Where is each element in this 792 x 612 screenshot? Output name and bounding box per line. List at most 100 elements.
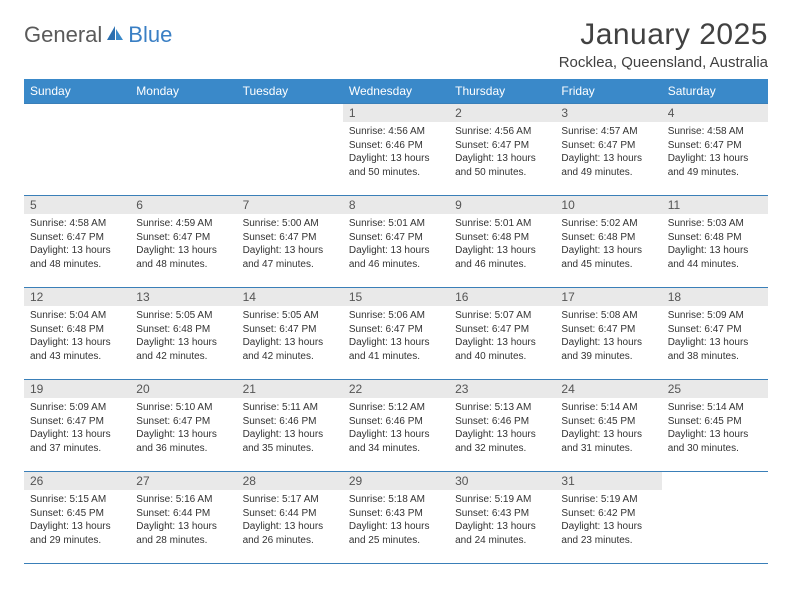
sunrise-line: Sunrise: 5:00 AM (243, 217, 337, 231)
sunset-line: Sunset: 6:45 PM (668, 415, 762, 429)
calendar-day-cell: 11Sunrise: 5:03 AMSunset: 6:48 PMDayligh… (662, 196, 768, 288)
sunrise-line: Sunrise: 5:04 AM (30, 309, 124, 323)
day-content: Sunrise: 5:11 AMSunset: 6:46 PMDaylight:… (237, 398, 343, 459)
daylight-line: Daylight: 13 hours and 43 minutes. (30, 336, 124, 363)
day-number: 27 (130, 472, 236, 490)
sunset-line: Sunset: 6:48 PM (561, 231, 655, 245)
daylight-line: Daylight: 13 hours and 26 minutes. (243, 520, 337, 547)
day-number: 10 (555, 196, 661, 214)
sunset-line: Sunset: 6:43 PM (455, 507, 549, 521)
sunrise-line: Sunrise: 5:07 AM (455, 309, 549, 323)
sunset-line: Sunset: 6:48 PM (668, 231, 762, 245)
calendar-day-cell: 27Sunrise: 5:16 AMSunset: 6:44 PMDayligh… (130, 472, 236, 564)
daylight-line: Daylight: 13 hours and 25 minutes. (349, 520, 443, 547)
weekday-header: Saturday (662, 79, 768, 104)
day-content: Sunrise: 5:02 AMSunset: 6:48 PMDaylight:… (555, 214, 661, 275)
sunrise-line: Sunrise: 5:01 AM (455, 217, 549, 231)
calendar-day-cell: 19Sunrise: 5:09 AMSunset: 6:47 PMDayligh… (24, 380, 130, 472)
calendar-day-cell: 5Sunrise: 4:58 AMSunset: 6:47 PMDaylight… (24, 196, 130, 288)
sunset-line: Sunset: 6:42 PM (561, 507, 655, 521)
day-content: Sunrise: 5:09 AMSunset: 6:47 PMDaylight:… (662, 306, 768, 367)
daylight-line: Daylight: 13 hours and 30 minutes. (668, 428, 762, 455)
weekday-header: Tuesday (237, 79, 343, 104)
daylight-line: Daylight: 13 hours and 37 minutes. (30, 428, 124, 455)
day-content: Sunrise: 5:14 AMSunset: 6:45 PMDaylight:… (662, 398, 768, 459)
daylight-line: Daylight: 13 hours and 46 minutes. (455, 244, 549, 271)
day-content: Sunrise: 5:01 AMSunset: 6:48 PMDaylight:… (449, 214, 555, 275)
sunrise-line: Sunrise: 5:14 AM (668, 401, 762, 415)
day-number: 2 (449, 104, 555, 122)
day-content: Sunrise: 5:18 AMSunset: 6:43 PMDaylight:… (343, 490, 449, 551)
day-number: 30 (449, 472, 555, 490)
daylight-line: Daylight: 13 hours and 48 minutes. (30, 244, 124, 271)
day-number: 13 (130, 288, 236, 306)
day-number: 7 (237, 196, 343, 214)
daylight-line: Daylight: 13 hours and 49 minutes. (561, 152, 655, 179)
calendar-day-cell: 12Sunrise: 5:04 AMSunset: 6:48 PMDayligh… (24, 288, 130, 380)
logo-sail-icon (105, 24, 125, 47)
sunset-line: Sunset: 6:47 PM (561, 323, 655, 337)
day-content: Sunrise: 5:05 AMSunset: 6:48 PMDaylight:… (130, 306, 236, 367)
day-content: Sunrise: 4:56 AMSunset: 6:46 PMDaylight:… (343, 122, 449, 183)
sunset-line: Sunset: 6:47 PM (30, 415, 124, 429)
day-number: 17 (555, 288, 661, 306)
day-number: 3 (555, 104, 661, 122)
sunset-line: Sunset: 6:47 PM (136, 231, 230, 245)
day-content: Sunrise: 5:03 AMSunset: 6:48 PMDaylight:… (662, 214, 768, 275)
calendar-week-row: 26Sunrise: 5:15 AMSunset: 6:45 PMDayligh… (24, 472, 768, 564)
sunrise-line: Sunrise: 5:13 AM (455, 401, 549, 415)
day-content: Sunrise: 5:08 AMSunset: 6:47 PMDaylight:… (555, 306, 661, 367)
day-number: 31 (555, 472, 661, 490)
sunrise-line: Sunrise: 5:03 AM (668, 217, 762, 231)
logo-text-blue: Blue (128, 22, 172, 48)
sunrise-line: Sunrise: 5:17 AM (243, 493, 337, 507)
location-label: Rocklea, Queensland, Australia (559, 54, 768, 71)
calendar-day-cell: 28Sunrise: 5:17 AMSunset: 6:44 PMDayligh… (237, 472, 343, 564)
daylight-line: Daylight: 13 hours and 35 minutes. (243, 428, 337, 455)
calendar-day-cell (237, 104, 343, 196)
calendar-week-row: 1Sunrise: 4:56 AMSunset: 6:46 PMDaylight… (24, 104, 768, 196)
day-number: 24 (555, 380, 661, 398)
sunrise-line: Sunrise: 5:05 AM (136, 309, 230, 323)
day-content: Sunrise: 5:13 AMSunset: 6:46 PMDaylight:… (449, 398, 555, 459)
sunrise-line: Sunrise: 4:56 AM (455, 125, 549, 139)
day-number: 14 (237, 288, 343, 306)
calendar-day-cell: 31Sunrise: 5:19 AMSunset: 6:42 PMDayligh… (555, 472, 661, 564)
day-content: Sunrise: 5:00 AMSunset: 6:47 PMDaylight:… (237, 214, 343, 275)
day-number: 6 (130, 196, 236, 214)
day-content: Sunrise: 4:59 AMSunset: 6:47 PMDaylight:… (130, 214, 236, 275)
daylight-line: Daylight: 13 hours and 42 minutes. (136, 336, 230, 363)
calendar-body: 1Sunrise: 4:56 AMSunset: 6:46 PMDaylight… (24, 104, 768, 564)
day-content: Sunrise: 5:12 AMSunset: 6:46 PMDaylight:… (343, 398, 449, 459)
day-content: Sunrise: 5:04 AMSunset: 6:48 PMDaylight:… (24, 306, 130, 367)
sunset-line: Sunset: 6:46 PM (349, 415, 443, 429)
calendar-table: SundayMondayTuesdayWednesdayThursdayFrid… (24, 79, 768, 564)
calendar-day-cell: 3Sunrise: 4:57 AMSunset: 6:47 PMDaylight… (555, 104, 661, 196)
day-number: 19 (24, 380, 130, 398)
daylight-line: Daylight: 13 hours and 41 minutes. (349, 336, 443, 363)
weekday-header: Sunday (24, 79, 130, 104)
sunrise-line: Sunrise: 5:19 AM (561, 493, 655, 507)
daylight-line: Daylight: 13 hours and 31 minutes. (561, 428, 655, 455)
daylight-line: Daylight: 13 hours and 39 minutes. (561, 336, 655, 363)
calendar-day-cell (24, 104, 130, 196)
sunset-line: Sunset: 6:47 PM (30, 231, 124, 245)
daylight-line: Daylight: 13 hours and 50 minutes. (455, 152, 549, 179)
daylight-line: Daylight: 13 hours and 28 minutes. (136, 520, 230, 547)
day-number: 18 (662, 288, 768, 306)
day-content: Sunrise: 5:17 AMSunset: 6:44 PMDaylight:… (237, 490, 343, 551)
calendar-day-cell: 26Sunrise: 5:15 AMSunset: 6:45 PMDayligh… (24, 472, 130, 564)
sunrise-line: Sunrise: 4:56 AM (349, 125, 443, 139)
sunrise-line: Sunrise: 5:06 AM (349, 309, 443, 323)
day-content: Sunrise: 5:10 AMSunset: 6:47 PMDaylight:… (130, 398, 236, 459)
daylight-line: Daylight: 13 hours and 47 minutes. (243, 244, 337, 271)
daylight-line: Daylight: 13 hours and 34 minutes. (349, 428, 443, 455)
day-content: Sunrise: 4:56 AMSunset: 6:47 PMDaylight:… (449, 122, 555, 183)
calendar-day-cell: 16Sunrise: 5:07 AMSunset: 6:47 PMDayligh… (449, 288, 555, 380)
sunset-line: Sunset: 6:47 PM (243, 323, 337, 337)
daylight-line: Daylight: 13 hours and 24 minutes. (455, 520, 549, 547)
calendar-day-cell: 24Sunrise: 5:14 AMSunset: 6:45 PMDayligh… (555, 380, 661, 472)
daylight-line: Daylight: 13 hours and 29 minutes. (30, 520, 124, 547)
daylight-line: Daylight: 13 hours and 46 minutes. (349, 244, 443, 271)
calendar-day-cell: 21Sunrise: 5:11 AMSunset: 6:46 PMDayligh… (237, 380, 343, 472)
